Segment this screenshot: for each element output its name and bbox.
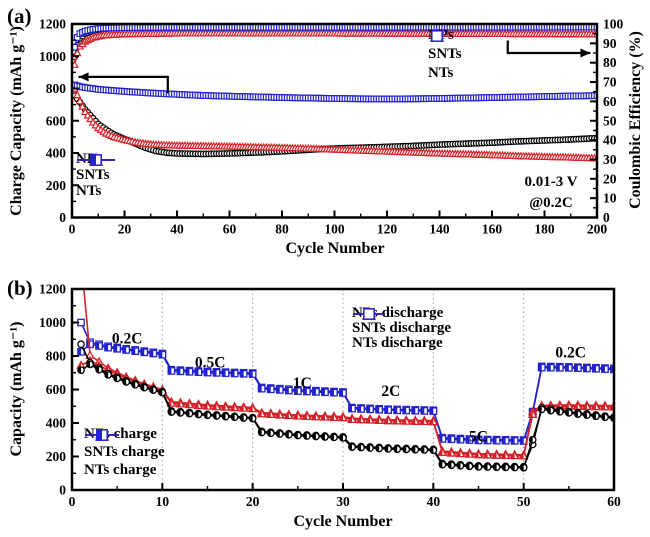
series-nps-charge (77, 360, 614, 472)
panel-b-charge-legend: NPs charge SNTs charge NTs charge (84, 427, 165, 478)
legend-label: SNTs discharge (352, 320, 452, 336)
tick-label: 20 (246, 494, 260, 509)
square-marker-icon (431, 30, 443, 42)
tick-label: 30 (336, 494, 350, 509)
panel-a-y-axis-title: Charge Capacity (mAh g⁻¹) (8, 26, 25, 216)
legend-item-nts: NTs (428, 30, 462, 81)
tick-label: 0 (69, 222, 76, 237)
tick-label: 70 (603, 75, 617, 90)
panel-a-x-axis-title: Cycle Number (285, 240, 385, 257)
square-marker-icon (77, 154, 115, 166)
rate-label: 0.2C (112, 330, 143, 347)
tick-label: 80 (275, 222, 289, 237)
panel-b-discharge-legend: NPs discharge SNTs discharge NTs discharge (352, 306, 451, 351)
tick-label: 140 (429, 222, 450, 237)
legend-label: NTs charge (84, 462, 157, 478)
tick-label: 80 (603, 55, 617, 70)
series-nts-efficiency (72, 24, 597, 51)
series-nts-capacity (72, 81, 597, 103)
square-marker-icon (353, 308, 385, 320)
tick-label: 120 (377, 222, 398, 237)
tick-label: 0 (603, 210, 610, 225)
tick-label: 90 (603, 36, 617, 51)
legend-label: SNTs (76, 167, 110, 183)
rate-label: 1C (293, 375, 312, 392)
test-conditions-annotation: 0.01-3 V @0.2C (510, 172, 592, 214)
series-snts-capacity (72, 84, 597, 162)
legend-label: NTs discharge (352, 335, 443, 351)
tick-label: 1200 (39, 17, 66, 32)
panel-b-x-axis-title: Cycle Number (293, 513, 393, 530)
legend-item-nts-charge: NTs charge (84, 429, 165, 478)
panel-b-letter: (b) (7, 276, 33, 300)
tick-label: 0 (69, 494, 76, 509)
legend-label: NTs (428, 65, 454, 81)
legend-item-snts-charge: SNTs charge (84, 427, 165, 460)
tick-label: 50 (603, 113, 617, 128)
tick-label: 400 (46, 416, 67, 431)
panel-b-plot: 0 10 20 30 40 50 600200400600800100012000.2C0.… (39, 282, 621, 510)
tick-label: 200 (46, 449, 67, 464)
tick-label: 400 (46, 146, 67, 161)
tick-label: 60 (607, 494, 621, 509)
legend-label: SNTs (428, 46, 462, 62)
series-snts-efficiency (72, 28, 597, 68)
tick-label: 1200 (39, 282, 66, 297)
rate-label: 5C (469, 429, 488, 446)
panel-a-capacity-legend: NPs SNTs NTs (76, 152, 115, 199)
tick-label: 800 (46, 349, 67, 364)
tick-label: 30 (603, 152, 617, 167)
tick-label: 10 (156, 494, 170, 509)
rate-text: @0.2C (529, 195, 573, 211)
legend-item-snts: SNTs (428, 28, 462, 62)
annotation-arrow (506, 40, 591, 58)
series-nts-charge (77, 340, 614, 445)
tick-label: 200 (46, 178, 67, 193)
tick-label: 1000 (39, 315, 66, 330)
tick-label: 600 (46, 382, 67, 397)
legend-item-snts: SNTs (76, 152, 115, 183)
panel-a-letter: (a) (7, 4, 32, 28)
legend-label: NTs (76, 183, 102, 199)
tick-label: 60 (603, 94, 617, 109)
tick-label: 600 (46, 113, 67, 128)
tick-label: 800 (46, 81, 67, 96)
legend-item-nts: NTs (76, 154, 115, 199)
tick-label: 60 (223, 222, 237, 237)
tick-label: 50 (517, 494, 531, 509)
panel-b-y-axis-title: Capacity (mAh g⁻¹) (8, 321, 25, 457)
voltage-window-text: 0.01-3 V (524, 174, 578, 190)
tick-label: 200 (587, 222, 608, 237)
tick-label: 0 (59, 483, 66, 498)
tick-label: 40 (603, 133, 617, 148)
series-nts-discharge (77, 318, 614, 444)
panel-a-y2-axis-title: Coulombic Efficiency (%) (627, 31, 644, 209)
tick-label: 100 (603, 17, 624, 32)
tick-label: 180 (534, 222, 555, 237)
legend-item-snts-discharge: SNTs discharge (352, 306, 452, 336)
rate-label: 0.5C (195, 354, 226, 371)
legend-label: SNTs charge (84, 444, 165, 460)
tick-label: 40 (170, 222, 184, 237)
tick-label: 100 (324, 222, 345, 237)
panel-a-plot: 0 20 40 60 80 100 120 140 160 180 2000200400600800… (39, 17, 624, 237)
annotation-arrow (78, 72, 169, 94)
tick-label: 20 (118, 222, 132, 237)
rate-label: 2C (381, 383, 400, 400)
tick-label: 10 (603, 191, 617, 206)
tick-label: 40 (427, 494, 441, 509)
rate-label: 0.2C (555, 345, 586, 362)
tick-label: 0 (59, 210, 66, 225)
tick-label: 1000 (39, 49, 66, 64)
tick-label: 20 (603, 171, 617, 186)
tick-label: 160 (482, 222, 503, 237)
legend-item-nts-discharge: NTs discharge (352, 308, 451, 351)
square-marker-icon (85, 429, 119, 441)
